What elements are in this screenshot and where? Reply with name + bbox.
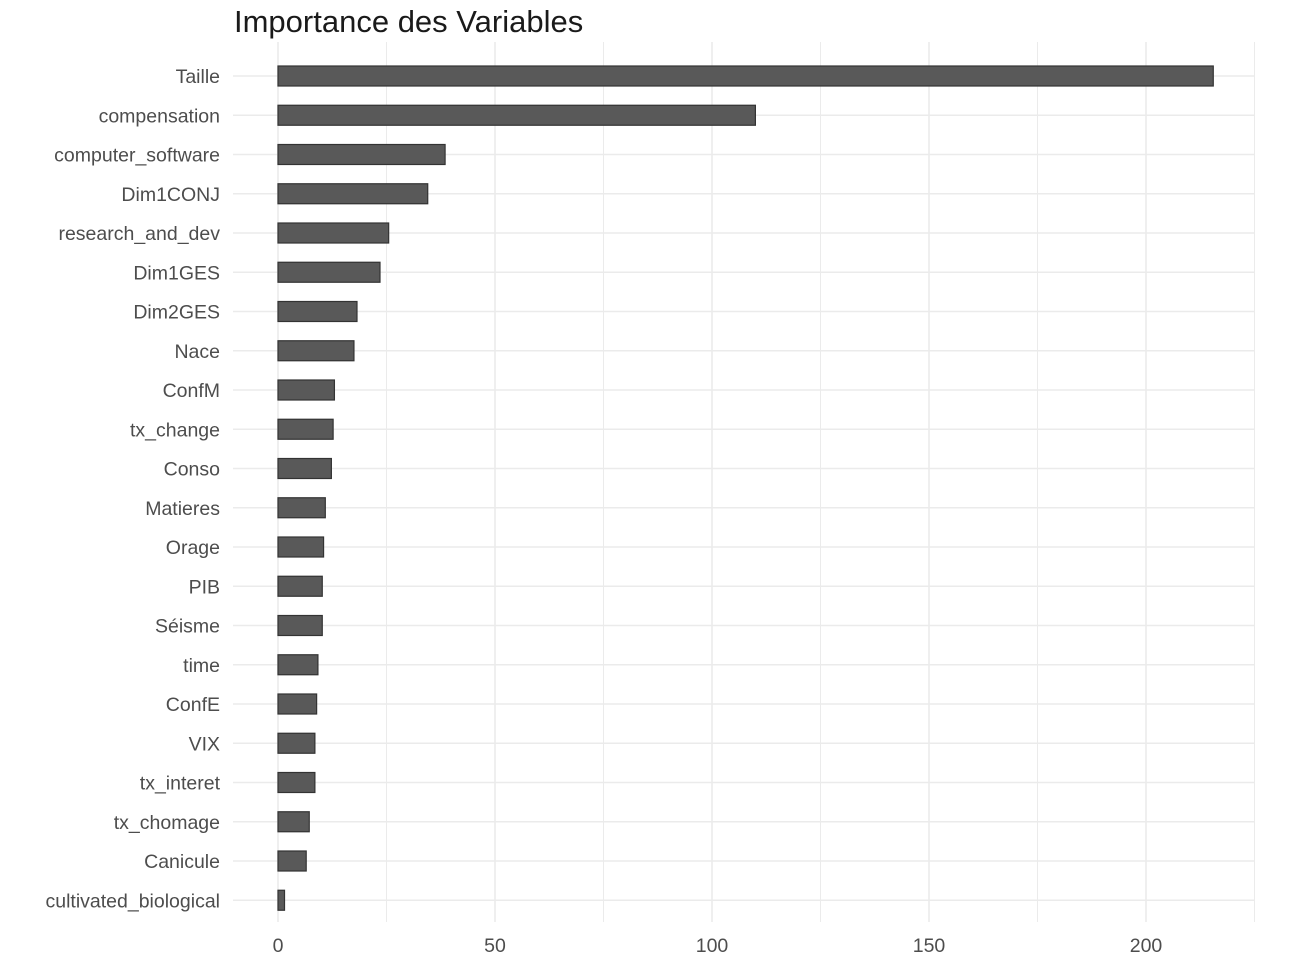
category-label: ConfE [166, 694, 220, 716]
bar [277, 693, 318, 715]
category-label: computer_software [54, 145, 220, 167]
x-tick-label: 200 [1130, 935, 1163, 957]
y-axis-labels: Taille compensation computer_software Dim1C… [45, 66, 220, 912]
x-tick-label: 150 [913, 935, 946, 957]
bar [277, 143, 446, 166]
category-label: research_and_dev [58, 223, 220, 245]
bar [277, 614, 323, 637]
category-label: compensation [99, 105, 220, 127]
bar [277, 183, 429, 205]
category-label: PIB [189, 576, 220, 598]
bar-layer [277, 65, 1214, 911]
bar [277, 850, 307, 872]
bar [277, 732, 316, 754]
category-label: Matieres [145, 498, 220, 520]
bar [277, 418, 334, 440]
bar [277, 104, 756, 126]
bar [277, 811, 310, 833]
bar [277, 65, 1214, 87]
bar [277, 654, 319, 676]
x-tick-label: 0 [273, 935, 284, 957]
bar [277, 536, 325, 558]
category-label: cultivated_biological [45, 890, 220, 912]
bar [277, 497, 326, 519]
category-label: Dim1CONJ [121, 184, 220, 206]
x-tick-label: 50 [484, 935, 506, 957]
category-label: VIX [189, 733, 220, 755]
bar [277, 261, 381, 283]
category-label: Conso [164, 459, 221, 481]
grid-layer [233, 42, 1255, 922]
x-axis-labels: 0 50 100 150 200 [273, 935, 1163, 957]
category-label: tx_change [130, 419, 220, 441]
bar [277, 575, 323, 597]
bar [277, 340, 355, 362]
category-label: Taille [176, 66, 220, 88]
category-label: Nace [174, 341, 220, 363]
bar [277, 457, 332, 480]
bar [277, 889, 286, 911]
chart-title: Importance des Variables [234, 4, 584, 39]
category-label: time [183, 655, 220, 677]
category-label: tx_interet [140, 773, 221, 795]
category-label: ConfM [163, 380, 220, 402]
category-label: Séisme [155, 616, 220, 638]
category-label: Canicule [144, 851, 220, 873]
category-label: Dim2GES [133, 302, 220, 324]
x-tick-label: 100 [696, 935, 729, 957]
category-label: Orage [166, 537, 220, 559]
bar [277, 771, 316, 794]
bar [277, 379, 336, 401]
category-label: Dim1GES [133, 262, 220, 284]
bar [277, 300, 358, 323]
bar [277, 222, 390, 244]
category-label: tx_chomage [114, 812, 220, 834]
